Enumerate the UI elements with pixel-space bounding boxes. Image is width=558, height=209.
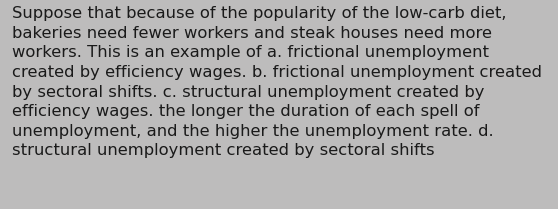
Text: Suppose that because of the popularity of the low-carb diet,
bakeries need fewer: Suppose that because of the popularity o…: [12, 6, 542, 158]
